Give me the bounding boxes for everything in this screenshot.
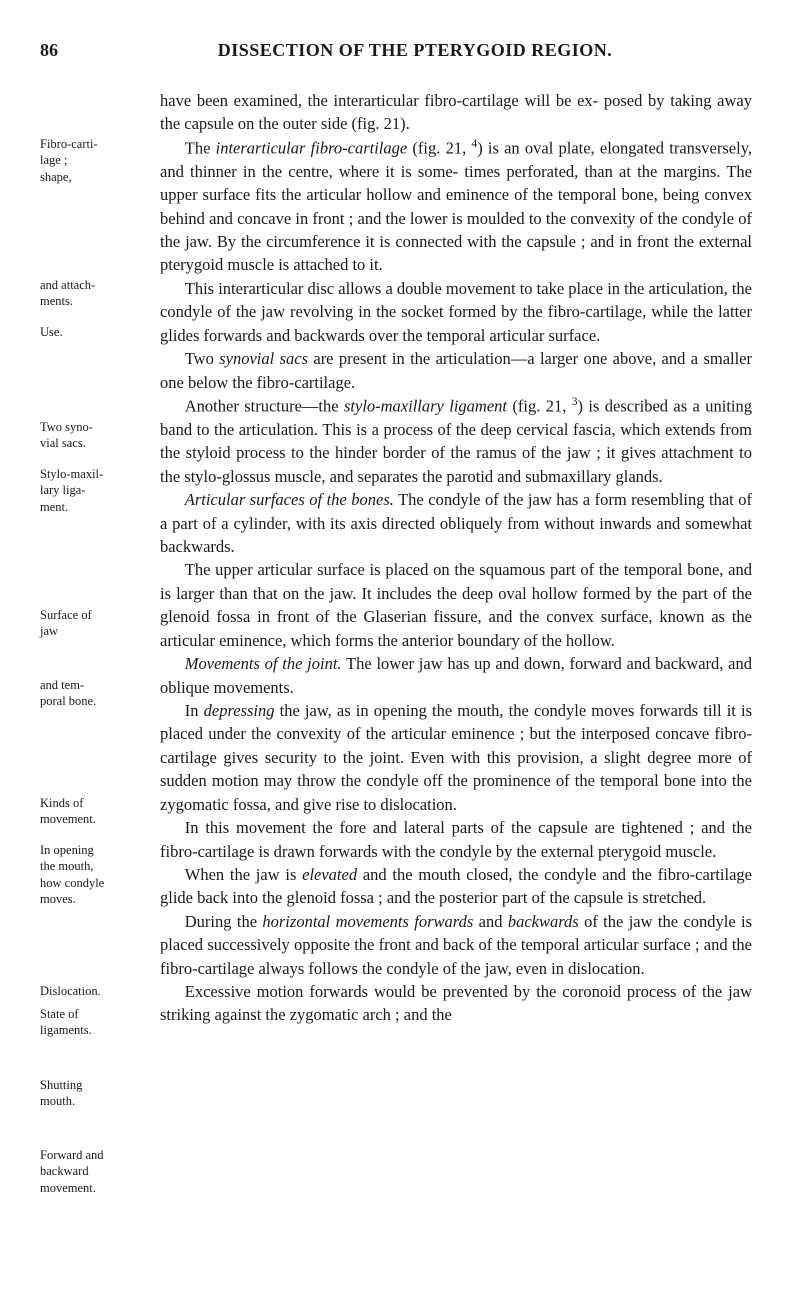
margin-note: In opening the mouth, how condyle moves. <box>40 842 140 907</box>
italic-text: depressing <box>204 701 275 720</box>
italic-text: Movements of the joint. <box>185 654 342 673</box>
italic-text: synovial sacs <box>219 349 308 368</box>
paragraph: During the horizontal movements forwards… <box>160 910 752 980</box>
text: ) is an oval plate, elongated transverse… <box>160 138 752 274</box>
paragraph: In depressing the jaw, as in opening the… <box>160 699 752 816</box>
margin-note: Use. <box>40 324 140 340</box>
margin-note: Stylo-maxil- lary liga- ment. <box>40 466 140 515</box>
italic-text: Articular surfaces of the bones. <box>185 490 394 509</box>
paragraph: In this movement the fore and lateral pa… <box>160 816 752 863</box>
italic-text: elevated <box>302 865 357 884</box>
paragraph: This interarticular disc allows a double… <box>160 277 752 347</box>
margin-note: Dislocation. <box>40 983 140 999</box>
text: Another structure—the <box>185 396 344 415</box>
margin-note: Surface of jaw <box>40 607 140 640</box>
page-number: 86 <box>40 40 58 61</box>
paragraph: Articular surfaces of the bones. The con… <box>160 488 752 558</box>
italic-text: backwards <box>508 912 579 931</box>
text: and <box>473 912 508 931</box>
content-area: Fibro-carti- lage ; shape, and attach- m… <box>40 89 752 1027</box>
margin-note: and tem- poral bone. <box>40 677 140 710</box>
margin-column: Fibro-carti- lage ; shape, and attach- m… <box>40 89 144 1027</box>
paragraph: Another structure—the stylo-maxillary li… <box>160 394 752 488</box>
paragraph: The interarticular fibro-cartilage (fig.… <box>160 136 752 277</box>
margin-note: and attach- ments. <box>40 277 140 310</box>
margin-note: Kinds of movement. <box>40 795 140 828</box>
text: When the jaw is <box>185 865 302 884</box>
text: During the <box>185 912 263 931</box>
paragraph: Excessive motion forwards would be preve… <box>160 980 752 1027</box>
margin-note: State of ligaments. <box>40 1006 140 1039</box>
margin-note: Forward and backward movement. <box>40 1147 140 1196</box>
italic-text: horizontal movements forwards <box>262 912 473 931</box>
text: Two <box>185 349 219 368</box>
margin-note: Shutting mouth. <box>40 1077 140 1110</box>
page-title: DISSECTION OF THE PTERYGOID REGION. <box>138 40 692 61</box>
paragraph: Movements of the joint. The lower jaw ha… <box>160 652 752 699</box>
text: (fig. 21, <box>507 396 572 415</box>
paragraph: Two synovial sacs are present in the art… <box>160 347 752 394</box>
italic-text: stylo-maxillary ligament <box>344 396 507 415</box>
page-header: 86 DISSECTION OF THE PTERYGOID REGION. <box>40 40 752 61</box>
paragraph: have been examined, the interarticular f… <box>160 89 752 136</box>
paragraph: The upper articular surface is placed on… <box>160 558 752 652</box>
text: (fig. 21, <box>407 138 471 157</box>
margin-note: Two syno- vial sacs. <box>40 419 140 452</box>
main-column: have been examined, the interarticular f… <box>160 89 752 1027</box>
text: In <box>185 701 204 720</box>
italic-text: interarticular fibro-cartilage <box>216 138 408 157</box>
margin-note: Fibro-carti- lage ; shape, <box>40 136 140 185</box>
text: The <box>185 138 216 157</box>
paragraph: When the jaw is elevated and the mouth c… <box>160 863 752 910</box>
